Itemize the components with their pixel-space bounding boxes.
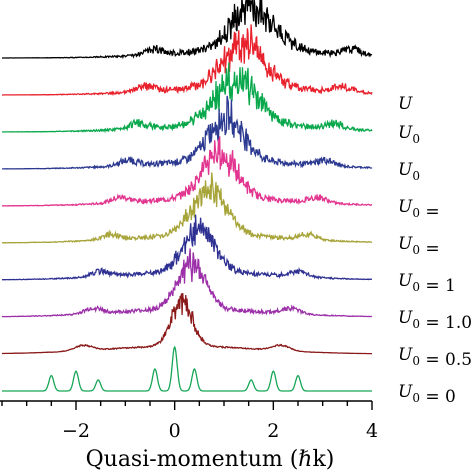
x-tick-label: 2 bbox=[267, 420, 279, 442]
x-axis-title: Quasi-momentum (ℏk) bbox=[86, 447, 335, 472]
series-label-5: U0 = bbox=[398, 197, 440, 222]
series-label-6: U0 = bbox=[398, 234, 440, 259]
series-label-7: U0 = 1 bbox=[398, 271, 456, 296]
series-label-9: U0 = 0.5 bbox=[398, 345, 472, 370]
series-line-8 bbox=[1, 248, 373, 318]
series-label-4: U0 bbox=[398, 160, 420, 183]
series-label-8: U0 = 1.0 bbox=[398, 308, 472, 333]
series-label-layer: U U0 U0 U0 = U0 = U0 = 1 U0 = 1.0 U0 = 0.5 U0 = … bbox=[398, 94, 472, 407]
x-tick-label: 0 bbox=[169, 420, 181, 442]
series-line-6 bbox=[2, 172, 373, 244]
series-line-10 bbox=[2, 345, 372, 392]
series-label-2: U bbox=[398, 94, 413, 114]
x-tick-label: 4 bbox=[366, 420, 378, 442]
series-line-4 bbox=[2, 95, 373, 170]
series-line-2 bbox=[1, 24, 373, 97]
series-line-9 bbox=[2, 293, 373, 355]
series-label-3: U0 bbox=[398, 123, 420, 146]
series-layer bbox=[1, 0, 373, 392]
series-line-3 bbox=[2, 62, 373, 134]
x-axis: −2 0 2 4 bbox=[0, 400, 378, 442]
series-line-1 bbox=[2, 0, 373, 60]
series-line-7 bbox=[1, 214, 373, 281]
series-line-5 bbox=[1, 136, 372, 207]
series-label-10: U0 = 0 bbox=[398, 382, 456, 407]
x-tick-label: −2 bbox=[62, 420, 90, 442]
